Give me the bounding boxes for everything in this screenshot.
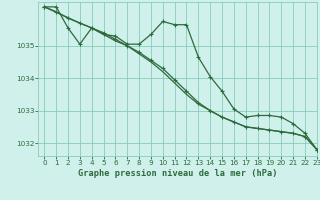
X-axis label: Graphe pression niveau de la mer (hPa): Graphe pression niveau de la mer (hPa) (78, 169, 277, 178)
